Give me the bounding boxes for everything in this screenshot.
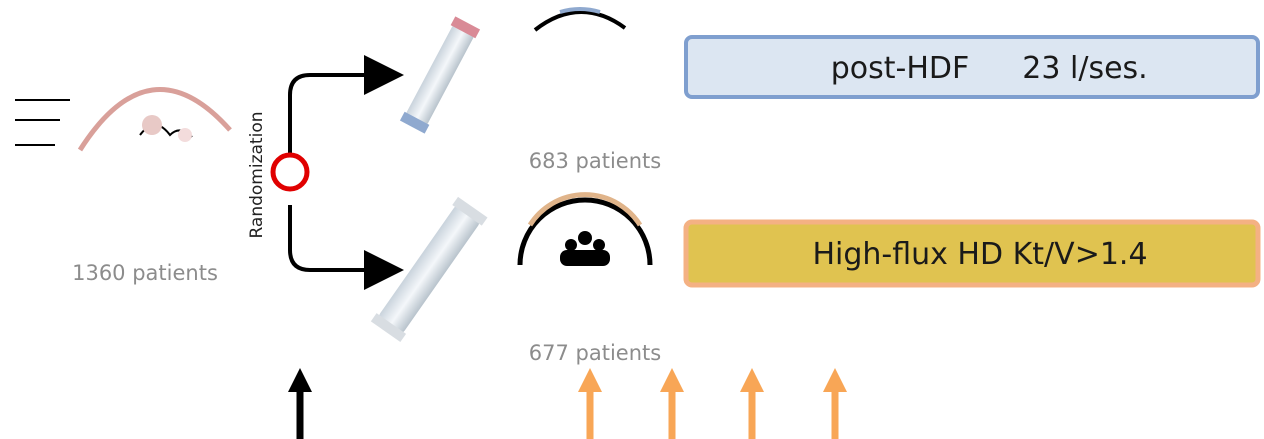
timeline-arrows (288, 368, 847, 439)
group-icon-bottom (520, 195, 650, 266)
group-icon-top (535, 12, 625, 30)
treatment-label: High-flux HD Kt/V>1.4 (812, 237, 1147, 272)
patients-count: 677 patients (529, 341, 661, 365)
dialyzer-top (400, 16, 480, 133)
patient-icon (15, 90, 230, 151)
patients-count: 683 patients (529, 149, 661, 173)
arrow-bottom (290, 205, 388, 270)
arrow-top (290, 75, 388, 155)
patients-count: 1360 patients (72, 261, 218, 285)
treatment-box (686, 37, 1258, 97)
randomization-node (273, 155, 307, 189)
volume-label: 23 l/ses. (1022, 51, 1147, 86)
dialyzer-bottom (371, 197, 488, 342)
treatment-label: post-HDF (831, 51, 970, 86)
randomization-label: Randomization (247, 111, 267, 238)
diagram: 1360 patients Randomization 683 patients… (0, 0, 1264, 439)
